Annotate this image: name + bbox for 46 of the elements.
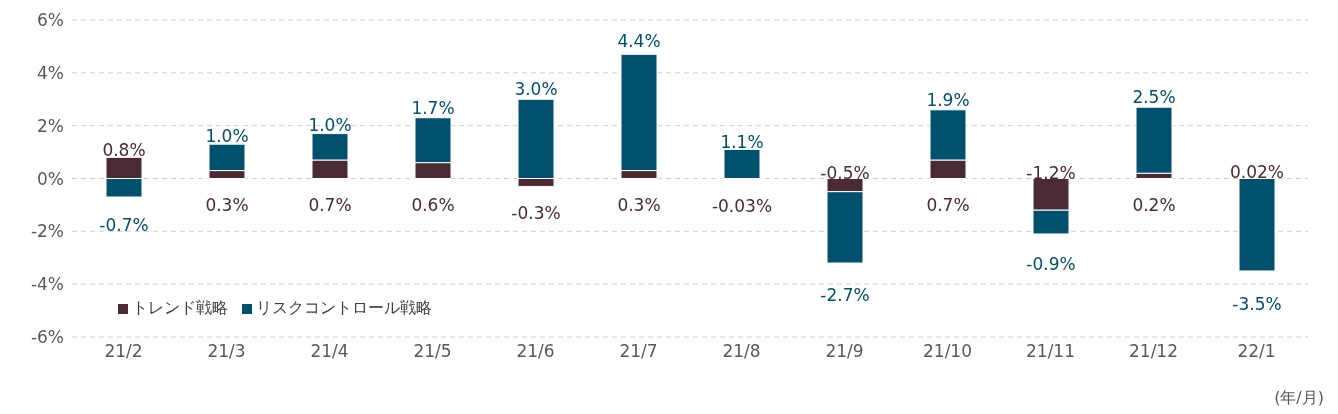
data-label: 3.0% [514,78,558,99]
data-label: 1.7% [411,98,455,119]
y-tick-label: -6% [30,327,64,348]
legend-label: リスクコントロール戦略 [255,298,432,319]
data-label: 0.7% [926,195,970,215]
data-label: 1.0% [308,115,352,136]
data-label: 1.0% [205,126,249,147]
x-tick-label: 21/12 [1129,341,1178,362]
data-label: 0.8% [102,140,146,161]
data-label: -0.7% [99,214,149,235]
text: (年/月) [1273,388,1325,409]
y-tick-label: 6% [37,10,64,31]
x-tick-label: 21/4 [310,341,349,362]
data-label: -1.2% [1026,163,1076,183]
x-tick-label: 22/1 [1237,341,1276,362]
y-tick-label: 0% [37,168,64,189]
y-tick-label: 2% [37,115,64,136]
legend-label: トレンド戦略 [131,298,228,319]
data-label: -0.5% [820,163,870,183]
x-tick-label: 21/8 [722,341,761,362]
data-label: 0.3% [617,195,661,215]
data-label: 0.6% [411,195,455,215]
data-label: 0.3% [205,195,249,215]
data-label: 2.5% [1132,86,1176,107]
data-label: 0.02% [1229,162,1285,183]
data-label: -3.5% [1232,293,1282,314]
x-tick-label: 21/9 [825,341,864,362]
x-tick-label: 21/3 [207,341,246,362]
x-tick-label: 21/2 [104,341,143,362]
data-label: 4.4% [617,30,661,51]
x-tick-label: 21/5 [413,341,452,362]
data-label: 0.2% [1132,195,1176,215]
data-label: 1.9% [926,89,970,110]
y-tick-label: -4% [30,274,64,295]
data-label: -2.7% [820,285,870,306]
data-label: 0.7% [308,195,352,215]
x-tick-label: 21/6 [516,341,555,362]
data-label: -0.3% [511,203,561,224]
y-tick-label: 4% [37,62,64,83]
data-label: -0.9% [1026,254,1076,275]
data-label: -0.03% [711,195,773,216]
x-tick-label: 21/11 [1026,341,1075,362]
x-tick-label: 21/10 [923,341,972,362]
data-label: 1.1% [720,132,764,153]
x-tick-label: 21/7 [619,341,658,362]
y-tick-label: -2% [30,221,64,242]
